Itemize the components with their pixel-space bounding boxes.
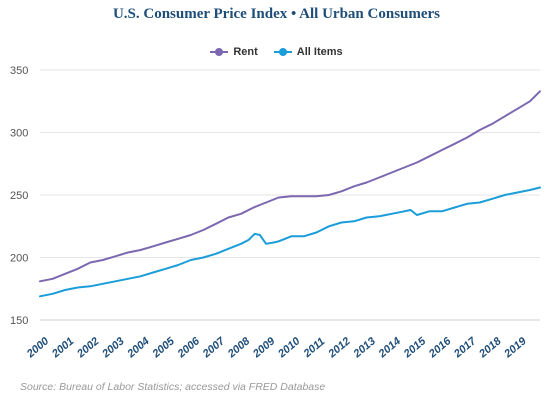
x-tick-label-2015: 2015: [401, 335, 429, 361]
x-tick-label-2008: 2008: [225, 335, 253, 361]
y-tick-label-350: 350: [10, 65, 28, 77]
legend-label-rent: Rent: [233, 46, 258, 58]
x-tick-label-2006: 2006: [175, 335, 203, 361]
legend-swatch-all-items: [273, 47, 292, 57]
x-tick-label-2005: 2005: [150, 335, 178, 361]
y-tick-label-300: 300: [10, 128, 28, 140]
legend-label-all-items: All Items: [296, 46, 343, 58]
x-tick-label-2007: 2007: [200, 335, 228, 361]
legend-swatch-rent: [210, 47, 229, 57]
chart-title: U.S. Consumer Price Index • All Urban Co…: [112, 6, 441, 22]
x-tick-label-2012: 2012: [326, 335, 353, 361]
x-tick-label-2001: 2001: [49, 335, 76, 361]
x-tick-label-2018: 2018: [476, 335, 504, 361]
x-tick-label-2004: 2004: [125, 335, 152, 361]
x-tick-label-2019: 2019: [501, 335, 529, 361]
x-tick-label-2011: 2011: [301, 336, 328, 361]
x-tick-label-2016: 2016: [426, 335, 454, 361]
legend-item-rent: Rent: [210, 46, 258, 58]
y-tick-label-250: 250: [10, 190, 28, 202]
series-line-rent: [39, 90, 541, 283]
x-tick-label-2014: 2014: [376, 335, 403, 361]
x-tick-label-2009: 2009: [250, 335, 278, 361]
x-tick-label-2002: 2002: [74, 335, 101, 361]
chart-legend: Rent All Items: [0, 46, 553, 58]
x-tick-label-2010: 2010: [275, 335, 303, 361]
x-tick-label-2003: 2003: [99, 335, 126, 361]
x-tick-label-2000: 2000: [24, 335, 52, 361]
source-note: Source: Bureau of Labor Statistics; acce…: [20, 381, 326, 393]
y-tick-label-150: 150: [10, 315, 28, 327]
series-line-all-items: [39, 186, 541, 298]
y-tick-label-200: 200: [10, 253, 28, 265]
x-tick-label-2013: 2013: [351, 335, 378, 361]
legend-item-all-items: All Items: [273, 46, 343, 58]
x-tick-label-2017: 2017: [451, 335, 479, 361]
